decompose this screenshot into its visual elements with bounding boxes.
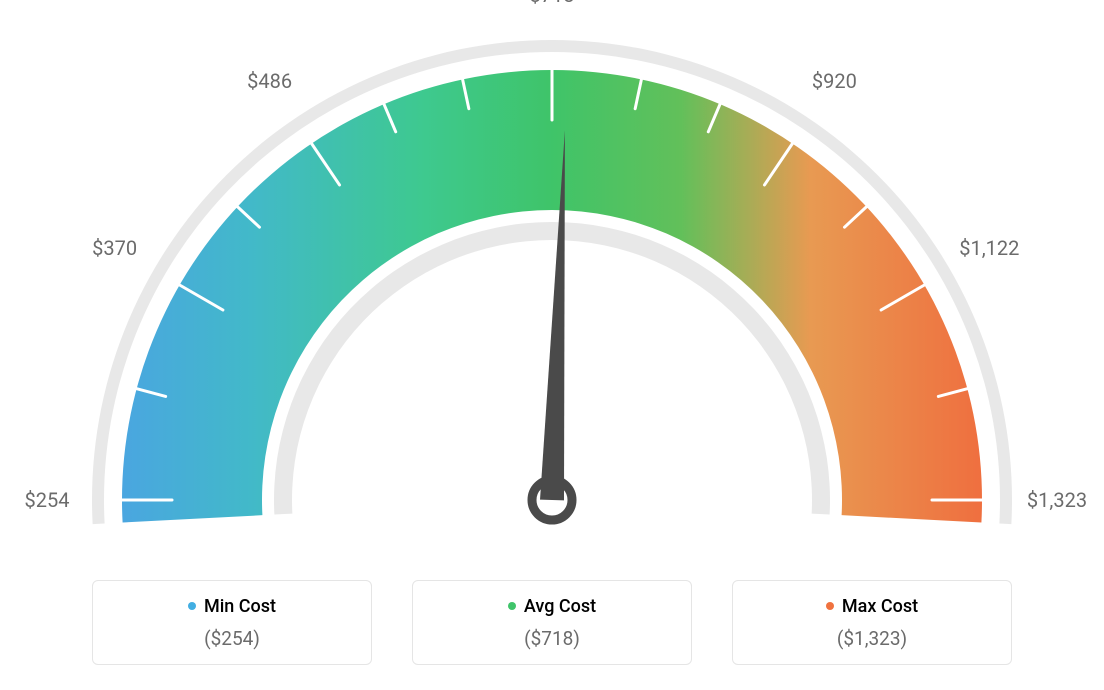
gauge-tick-label: $718 — [530, 0, 575, 7]
legend-value-avg: ($718) — [433, 627, 671, 650]
gauge-svg — [0, 0, 1104, 570]
legend-dot-avg — [508, 602, 516, 610]
legend-card-avg: Avg Cost ($718) — [412, 580, 692, 665]
gauge-tick-label: $254 — [25, 488, 70, 512]
gauge-tick-label: $1,122 — [959, 236, 1019, 260]
legend-dot-min — [188, 602, 196, 610]
legend-title-avg: Avg Cost — [508, 596, 596, 617]
legend-card-min: Min Cost ($254) — [92, 580, 372, 665]
legend-value-max: ($1,323) — [753, 627, 991, 650]
gauge-tick-label: $1,323 — [1027, 488, 1087, 512]
gauge-chart: $254 $370 $486 $718 $920 $1,122 $1,323 — [0, 0, 1104, 570]
legend-title-max: Max Cost — [826, 596, 918, 617]
legend-card-max: Max Cost ($1,323) — [732, 580, 1012, 665]
legend-title-text: Avg Cost — [524, 596, 596, 617]
gauge-tick-label: $920 — [812, 69, 857, 93]
legend-value-min: ($254) — [113, 627, 351, 650]
legend-title-text: Max Cost — [842, 596, 918, 617]
legend-title-min: Min Cost — [188, 596, 276, 617]
gauge-tick-label: $370 — [92, 236, 137, 260]
legend-row: Min Cost ($254) Avg Cost ($718) Max Cost… — [0, 580, 1104, 665]
legend-dot-max — [826, 602, 834, 610]
legend-title-text: Min Cost — [204, 596, 276, 617]
gauge-tick-label: $486 — [247, 69, 292, 93]
